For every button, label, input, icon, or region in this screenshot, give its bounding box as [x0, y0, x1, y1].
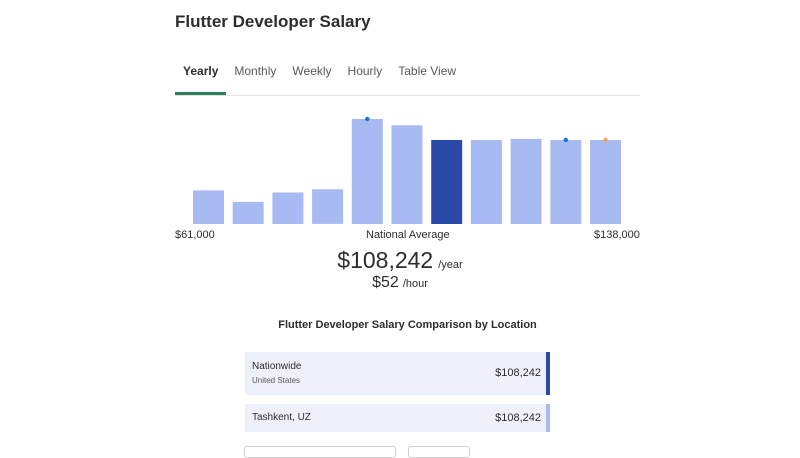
location-salary: $108,242	[495, 412, 541, 424]
range-min-label: $61,000	[175, 229, 215, 241]
tab-yearly[interactable]: Yearly	[175, 58, 227, 95]
hourly-salary: $52/hour	[0, 274, 800, 292]
yearly-amount: $108,242	[337, 247, 434, 273]
location-sub: United States	[252, 376, 301, 385]
location-salary: $108,242	[495, 367, 541, 379]
tab-weekly[interactable]: Weekly	[292, 64, 332, 78]
tab-hourly[interactable]: Hourly	[347, 64, 383, 78]
range-max-label: $138,000	[594, 229, 640, 241]
histogram-bar	[351, 119, 383, 224]
hourly-unit: /hour	[402, 278, 428, 290]
histogram-bar	[550, 140, 582, 224]
histogram-bar	[312, 189, 344, 224]
location-compare-button[interactable]	[408, 446, 470, 458]
location-row-tashkent[interactable]: Tashkent, UZ $108,242	[245, 404, 550, 432]
histogram-bar-national-average	[431, 140, 463, 224]
location-bar-indicator	[546, 404, 550, 432]
bar-marker-dot	[563, 137, 568, 143]
comparison-title: Flutter Developer Salary Comparison by L…	[278, 319, 537, 331]
yearly-unit: /year	[438, 259, 463, 271]
histogram-bar	[193, 190, 224, 224]
hourly-amount: $52	[372, 274, 399, 291]
page-title: Flutter Developer Salary	[175, 12, 371, 31]
histogram-bar	[470, 140, 502, 224]
histogram-bar	[590, 140, 621, 224]
location-name: Nationwide	[252, 361, 302, 372]
location-name: Tashkent, UZ	[252, 412, 311, 423]
bar-marker-dot	[603, 137, 608, 143]
salary-distribution-chart	[193, 116, 621, 224]
tab-table-view[interactable]: Table View	[398, 64, 457, 78]
histogram-bar	[391, 125, 423, 224]
histogram-bar	[272, 192, 304, 224]
yearly-salary: $108,242/year	[0, 247, 800, 274]
location-bar-indicator	[546, 352, 550, 395]
bar-marker-dot	[365, 116, 370, 122]
tab-monthly[interactable]: Monthly	[234, 64, 277, 78]
national-average-label: National Average	[366, 229, 450, 241]
location-search-input[interactable]	[244, 446, 396, 458]
histogram-bar	[232, 201, 264, 224]
histogram-bar	[510, 138, 542, 224]
location-row-nationwide[interactable]: Nationwide United States $108,242	[245, 352, 550, 395]
period-tabs: Yearly Monthly Weekly Hourly Table View	[175, 58, 640, 96]
